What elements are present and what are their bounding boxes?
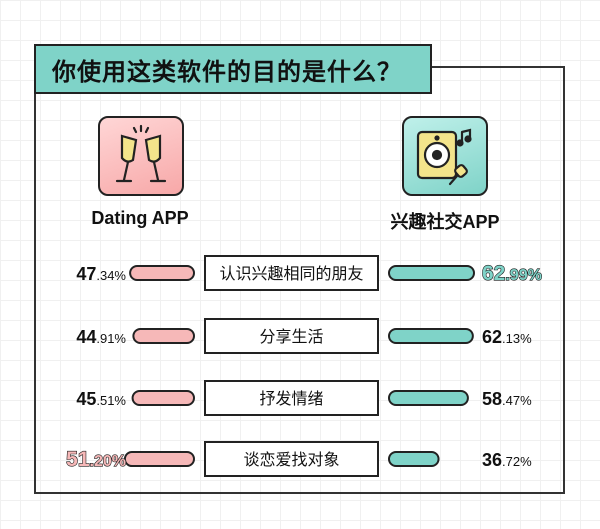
speaker-microphone-icon [416, 128, 472, 186]
dating-app-value-label: 51.20% [66, 448, 126, 471]
interest-app-value-label: 62.13% [482, 327, 532, 347]
category-label: 认识兴趣相同的朋友 [219, 265, 363, 283]
dating-app-bar [131, 390, 196, 406]
category-label: 谈恋爱找对象 [243, 450, 339, 469]
category-box [204, 380, 379, 416]
dating-app-bar [129, 265, 196, 281]
dating-app-bar [123, 451, 195, 467]
chart-title: 你使用这类软件的目的是什么？ [34, 44, 432, 94]
interest-app-bar [388, 328, 474, 344]
interest-app-value-label: 58.47% [482, 389, 532, 409]
interest-app-icon [402, 116, 488, 196]
dating-app-value-label: 47.34% [76, 264, 126, 284]
category-box [204, 441, 379, 477]
category-label: 分享生活 [259, 328, 323, 346]
dating-app-icon [98, 116, 184, 196]
dating-app-value-label: 45.51% [76, 389, 126, 409]
interest-app-bar [388, 390, 469, 406]
category-box [204, 255, 379, 291]
interest-app-value-label: 36.72% [482, 450, 532, 470]
interest-app-value-label: 62.99% [482, 262, 542, 285]
interest-app-label: 兴趣社交APP [390, 212, 500, 232]
dating-app-bar [132, 328, 195, 344]
interest-app-bar [388, 265, 475, 281]
dating-app-label: Dating APP [91, 208, 189, 228]
dating-app-value-label: 44.91% [76, 327, 126, 347]
champagne-glasses-icon [115, 124, 167, 183]
category-box [204, 318, 379, 354]
category-label: 抒发情绪 [259, 390, 323, 408]
interest-app-bar [388, 451, 440, 467]
chart-title-text: 你使用这类软件的目的是什么？ [52, 58, 402, 86]
